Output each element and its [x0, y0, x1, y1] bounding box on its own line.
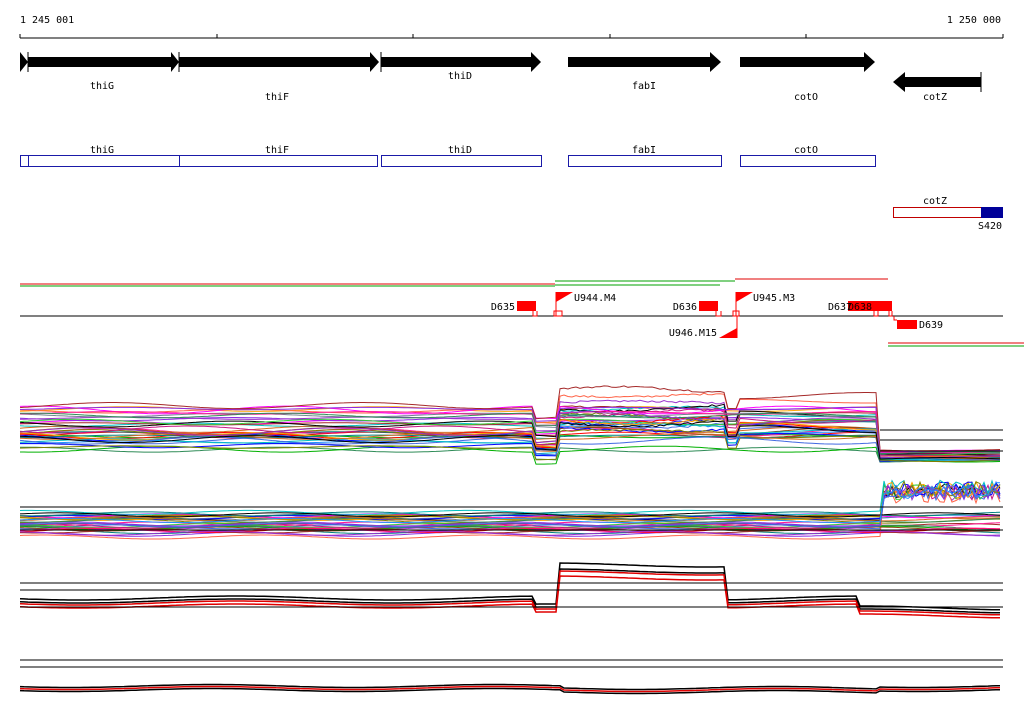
- ruler-start-label: 1 245 001: [20, 15, 74, 26]
- gene-label-thiG: thiG: [90, 81, 114, 92]
- expression-line: [19, 687, 1001, 695]
- feature-track: D635 U944.M4 D636 U945.M3 U946.M15 D637 …: [20, 292, 1003, 339]
- gene-arrow-thiG[interactable]: [28, 52, 179, 72]
- feature-label-D638: D638: [848, 302, 872, 313]
- expression-line: [19, 575, 1000, 619]
- expression-line: [19, 421, 1001, 461]
- cotz-track-label: cotZ: [923, 196, 947, 207]
- expression-line: [19, 425, 1000, 458]
- expression-line: [19, 428, 1001, 462]
- feature-flag-U945-M3[interactable]: [736, 292, 753, 302]
- feature-label-D639: D639: [919, 320, 943, 331]
- expression-line: [19, 685, 1001, 693]
- cotz-track: cotZ S420: [893, 196, 1003, 232]
- expression-track-2: [19, 479, 1003, 540]
- feature-connector: [715, 311, 722, 317]
- feature-connector: [888, 311, 893, 317]
- expression-line: [20, 531, 1001, 537]
- expression-line: [19, 410, 1000, 459]
- cotz-track-box[interactable]: [893, 207, 982, 218]
- feature-flag-U944-M4[interactable]: [556, 292, 573, 302]
- s420-block[interactable]: [981, 207, 1003, 218]
- feature-connector: [553, 310, 563, 317]
- expression-line: [19, 479, 1001, 515]
- gene-arrow-cotO[interactable]: [740, 52, 875, 72]
- expression-track-3: [19, 562, 1003, 619]
- feature-block-D635[interactable]: [517, 301, 536, 311]
- cds-label-thiG: thiG: [90, 145, 114, 156]
- gene-start-marker: [20, 52, 28, 72]
- cds-box-start: [20, 155, 29, 167]
- cds-box-thiF[interactable]: [179, 155, 378, 167]
- expression-line: [19, 408, 1000, 458]
- feature-connector: [732, 310, 740, 317]
- expression-line: [19, 513, 1001, 519]
- gene-label-thiF: thiF: [265, 92, 289, 103]
- expression-line: [19, 420, 1001, 460]
- expression-line: [19, 412, 1001, 455]
- position-ruler: 1 245 001 1 250 000: [19, 15, 1004, 39]
- expression-line: [20, 445, 1001, 465]
- expression-line: [19, 418, 1000, 456]
- feature-label-U946-M15: U946.M15: [669, 328, 717, 339]
- feature-connector: [873, 311, 879, 317]
- cds-label-thiF: thiF: [265, 145, 289, 156]
- expression-line: [19, 433, 1000, 460]
- ruler-end-label: 1 250 000: [947, 15, 1001, 26]
- expression-line: [19, 482, 1001, 523]
- feature-flag-U946-M15[interactable]: [719, 328, 737, 338]
- expression-line: [20, 517, 1001, 523]
- expression-line: [19, 482, 1001, 528]
- gene-arrow-thiD[interactable]: [381, 52, 541, 72]
- cds-label-cotO: cotO: [794, 145, 818, 156]
- gene-arrow-thiF[interactable]: [179, 52, 379, 72]
- s420-label: S420: [978, 221, 1002, 232]
- expression-line: [19, 484, 1001, 527]
- gene-label-cotO: cotO: [794, 92, 818, 103]
- feature-label-U945-M3: U945.M3: [753, 293, 795, 304]
- expression-track-1: [19, 385, 1003, 465]
- feature-label-D637: D637: [828, 302, 852, 313]
- cds-label-fabI: fabI: [632, 145, 656, 156]
- expression-line: [19, 512, 1001, 518]
- feature-label-U944-M4: U944.M4: [574, 293, 616, 304]
- gene-label-fabI: fabI: [632, 81, 656, 92]
- gene-arrow-track: thiG thiF thiD fabI cotO cotZ: [20, 52, 982, 103]
- gene-arrow-fabI[interactable]: [568, 52, 721, 72]
- feature-block-D637-D638[interactable]: [848, 301, 892, 311]
- gene-arrow-cotZ[interactable]: [893, 72, 981, 92]
- expression-line: [19, 511, 1001, 517]
- gene-label-thiD: thiD: [448, 71, 472, 82]
- cds-track: [20, 155, 876, 167]
- feature-label-D635: D635: [491, 302, 515, 313]
- expression-line: [20, 446, 1001, 463]
- expression-line: [19, 683, 1001, 691]
- feature-connector: [532, 311, 538, 317]
- expression-line: [19, 416, 1001, 455]
- expression-line: [19, 411, 1001, 454]
- expression-line: [19, 406, 1001, 453]
- feature-label-D636: D636: [673, 302, 697, 313]
- cds-box-cotO[interactable]: [740, 155, 876, 167]
- feature-block-D636[interactable]: [699, 301, 718, 311]
- expression-line: [19, 487, 1001, 540]
- cds-box-thiD[interactable]: [381, 155, 542, 167]
- gene-label-cotZ: cotZ: [923, 92, 947, 103]
- expression-line: [19, 562, 1000, 611]
- expression-line: [19, 530, 1001, 536]
- cds-label-thiD: thiD: [448, 145, 472, 156]
- feature-connector: [893, 316, 897, 321]
- feature-block-D639[interactable]: [897, 320, 917, 329]
- expression-line: [19, 436, 1001, 461]
- cds-box-thiG[interactable]: [28, 155, 180, 167]
- cds-box-fabI[interactable]: [568, 155, 722, 167]
- expression-track-4: [19, 659, 1003, 695]
- expression-line: [19, 385, 1001, 452]
- expression-line: [19, 570, 1000, 616]
- expression-line: [19, 482, 1001, 529]
- ruler-ticks: [19, 34, 1004, 38]
- expression-line: [19, 568, 1000, 614]
- transcript-lines: [20, 278, 1024, 347]
